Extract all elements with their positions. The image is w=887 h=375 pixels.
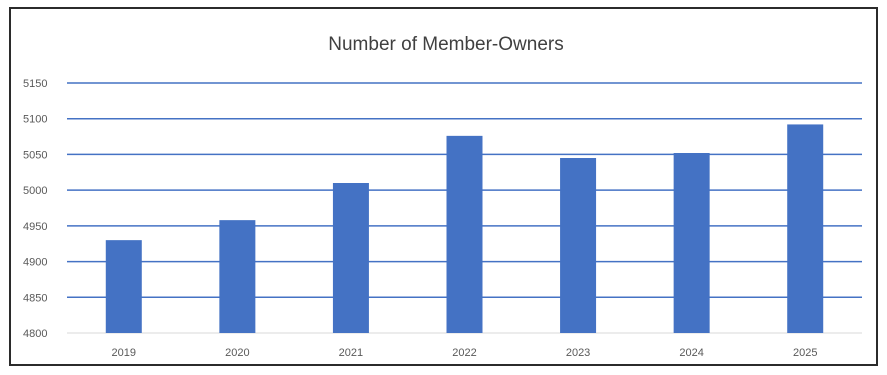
bar-2019 [105, 240, 142, 333]
y-tick-label: 4800 [23, 328, 47, 340]
y-tick-label: 4950 [23, 221, 47, 233]
x-tick-label: 2020 [225, 347, 249, 359]
x-axis-ticks: 2019 2020 2021 2022 2023 2024 2025 [112, 347, 818, 359]
bar-2022 [446, 135, 483, 333]
chart-frame [9, 7, 878, 366]
x-tick-label: 2021 [339, 347, 363, 359]
bar-2020 [219, 220, 256, 333]
y-tick-label: 5100 [23, 114, 47, 126]
x-tick-label: 2024 [679, 347, 703, 359]
bars [105, 124, 824, 333]
bar-2025 [787, 124, 824, 333]
x-tick-label: 2025 [793, 347, 817, 359]
y-tick-label: 5050 [23, 149, 47, 161]
bar-2023 [560, 158, 597, 333]
bar-2021 [332, 183, 369, 333]
y-tick-label: 5150 [23, 78, 47, 90]
bar-2024 [673, 153, 710, 333]
chart-title: Number of Member-Owners [328, 34, 563, 55]
x-tick-label: 2019 [112, 347, 136, 359]
y-axis-ticks: 4800 4850 4900 4950 5000 5050 5100 5150 [23, 78, 47, 340]
y-tick-label: 5000 [23, 185, 47, 197]
x-tick-label: 2023 [566, 347, 590, 359]
y-tick-label: 4900 [23, 257, 47, 269]
x-tick-label: 2022 [452, 347, 476, 359]
y-tick-label: 4850 [23, 292, 47, 304]
